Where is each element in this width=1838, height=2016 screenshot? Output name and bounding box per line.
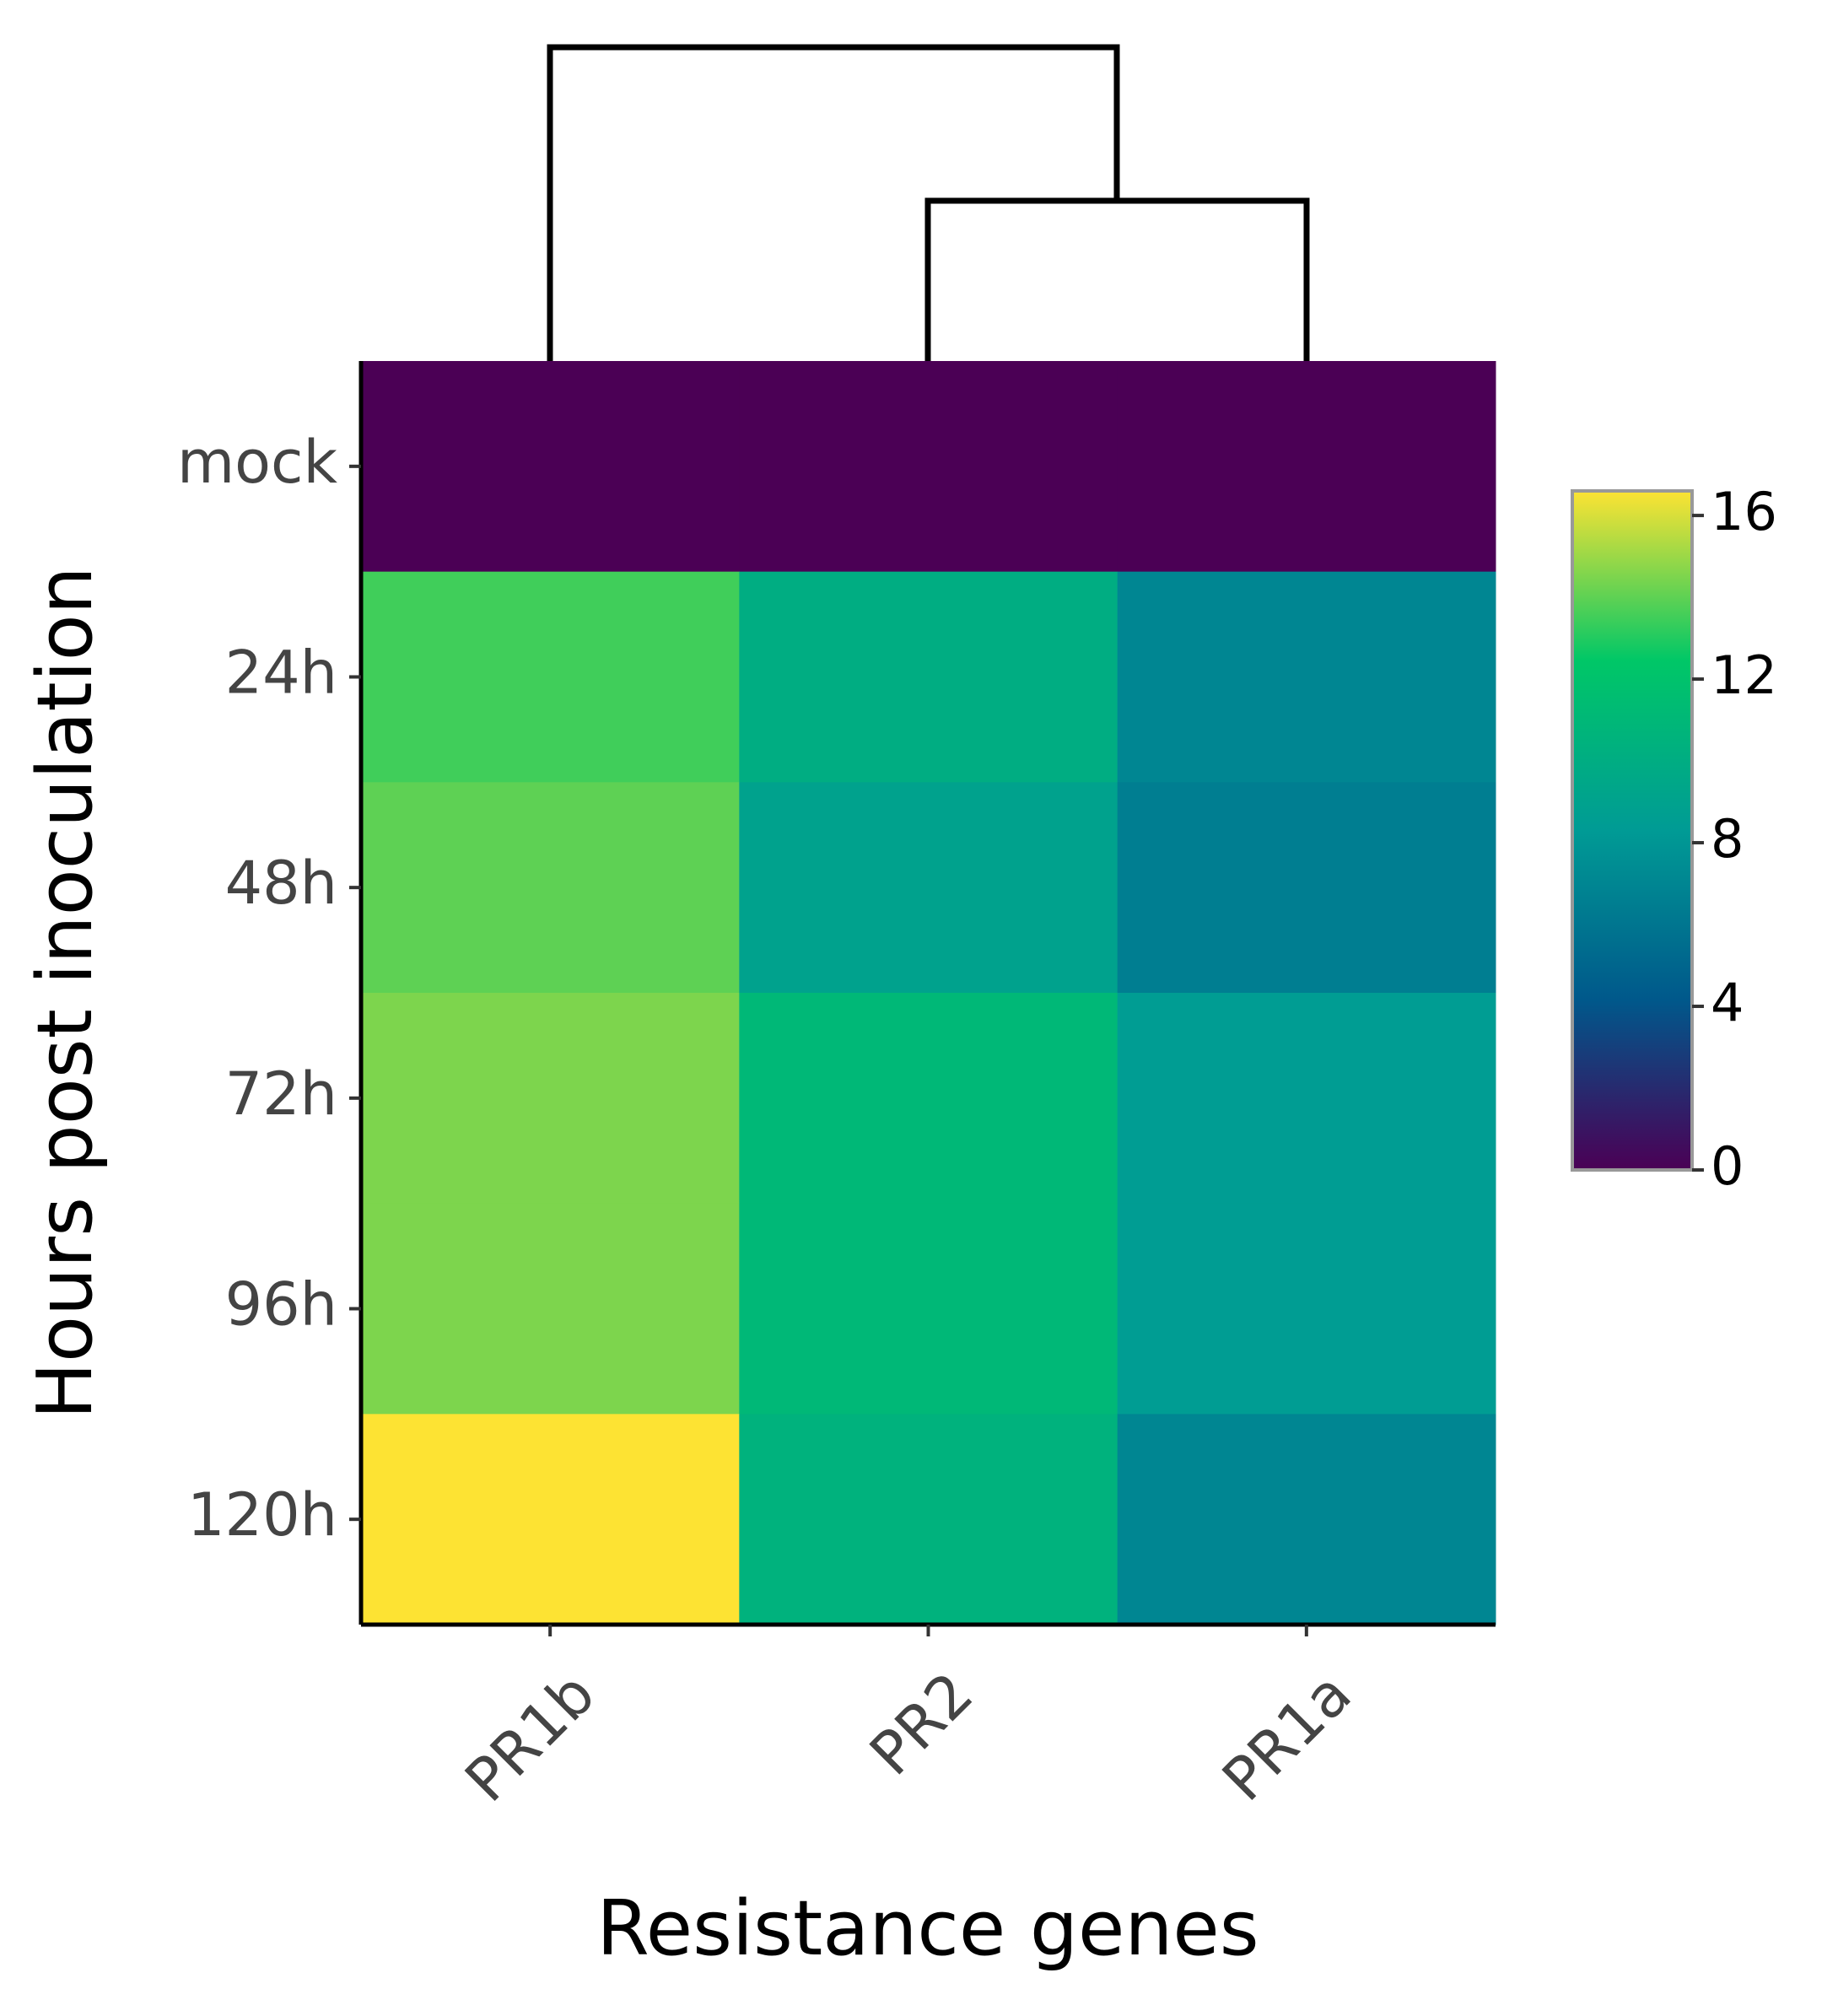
heatmap-cell	[739, 1414, 1118, 1625]
heatmap-cell	[1117, 993, 1496, 1205]
heatmap-cell	[1117, 1203, 1496, 1415]
heatmap-cell	[739, 1203, 1118, 1415]
heatmap-cell	[361, 1414, 740, 1625]
colorbar-tick-label: 12	[1711, 644, 1777, 706]
dendrogram-branch	[547, 44, 1120, 361]
dendrogram-branch	[924, 197, 1310, 361]
colorbar-tick-label: 16	[1711, 481, 1777, 542]
colorbar-tick-label: 8	[1711, 808, 1744, 870]
heatmap-cell	[361, 361, 740, 573]
dendrogram	[547, 44, 1310, 361]
heatmap-cell	[361, 571, 740, 783]
y-tick-label: mock	[177, 428, 338, 497]
heatmap-cell	[361, 782, 740, 994]
heatmap-cell	[1117, 361, 1496, 573]
heatmap-cell	[361, 993, 740, 1205]
colorbar-tick-label: 0	[1711, 1135, 1744, 1197]
x-tick-label: PR1a	[1210, 1659, 1365, 1814]
heatmap-cell	[361, 1203, 740, 1415]
heatmap-cell	[739, 782, 1118, 994]
x-tick-label: PR1b	[452, 1659, 608, 1815]
heatmap-cell	[739, 993, 1118, 1205]
y-tick-label: 120h	[187, 1480, 337, 1550]
y-tick-label: 24h	[225, 639, 337, 708]
heatmap-cell	[1117, 571, 1496, 783]
colorbar-tick-label: 4	[1711, 972, 1744, 1033]
colorbar	[1571, 489, 1694, 1172]
heatmap-cell	[1117, 1414, 1496, 1625]
heatmap-cell	[1117, 782, 1496, 994]
y-axis-title: Hours post inoculation	[21, 566, 110, 1419]
x-axis-title: Resistance genes	[596, 1884, 1259, 1973]
y-tick-label: 72h	[225, 1059, 337, 1129]
x-tick-label: PR2	[857, 1659, 987, 1789]
y-tick-label: 96h	[225, 1270, 337, 1340]
heatmap-cell	[739, 361, 1118, 573]
y-tick-label: 48h	[225, 849, 337, 918]
heatmap-cell	[739, 571, 1118, 783]
